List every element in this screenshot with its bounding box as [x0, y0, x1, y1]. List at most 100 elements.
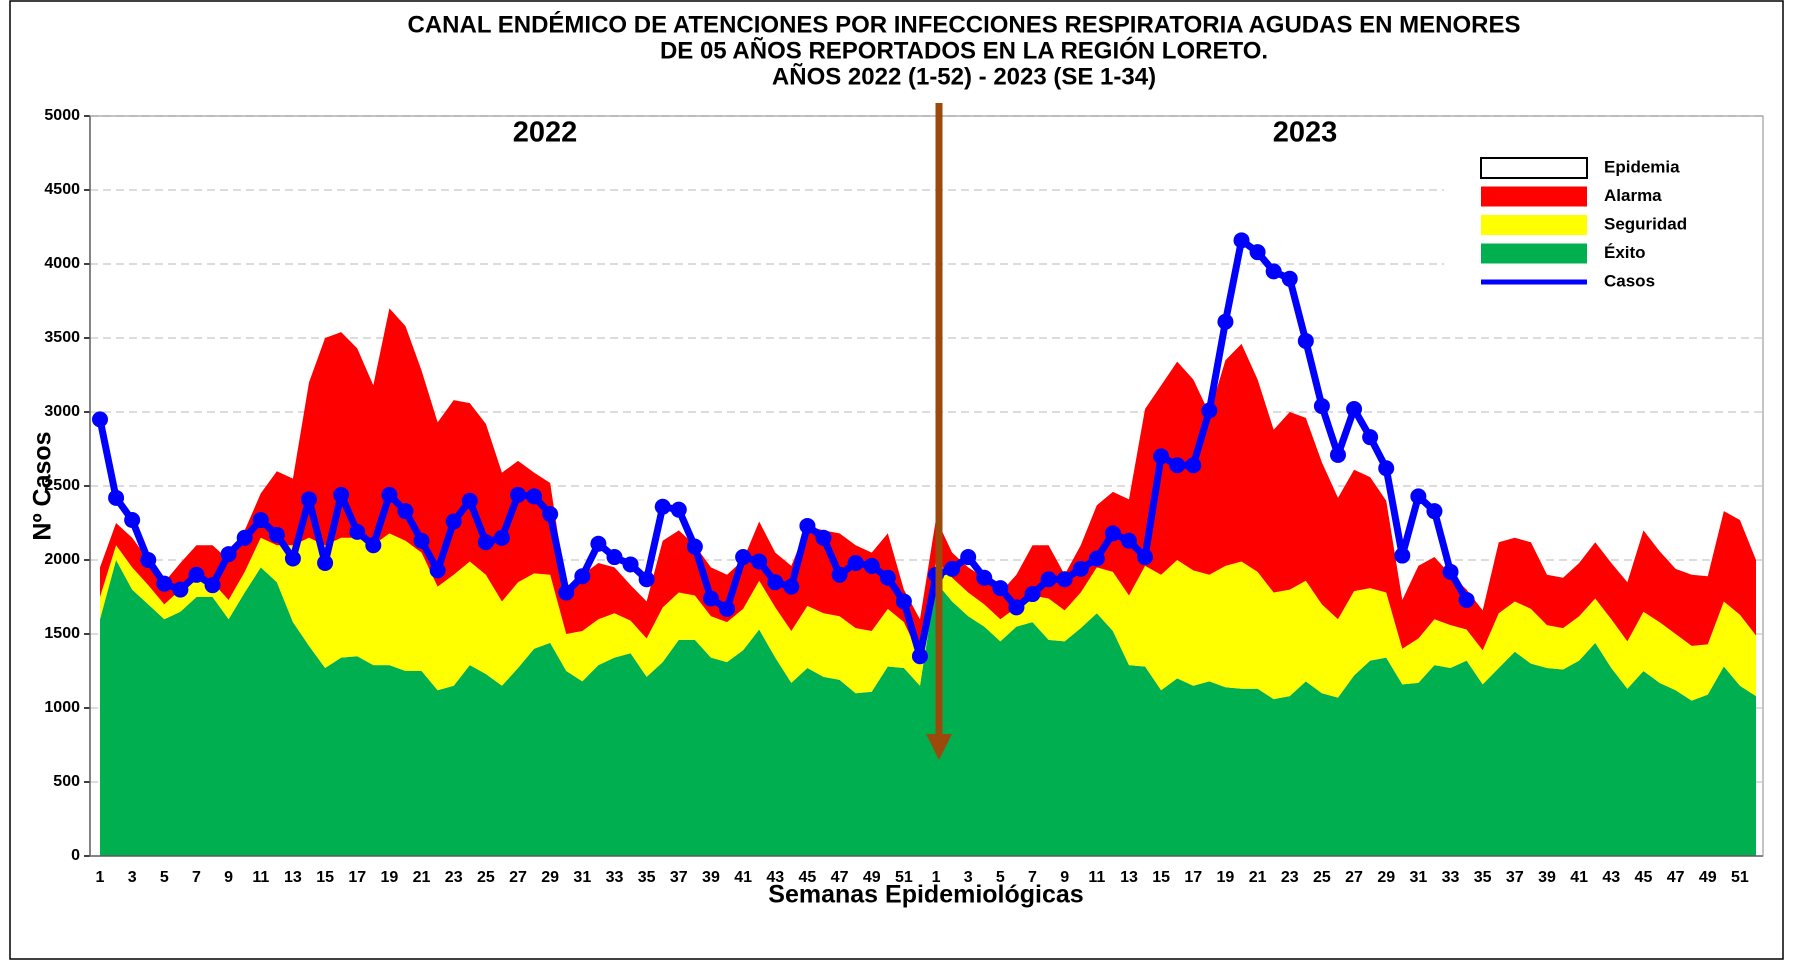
x-tick-label: 37: [1506, 869, 1524, 886]
case-point: [911, 648, 928, 665]
case-point: [686, 538, 703, 555]
case-point: [236, 529, 253, 546]
case-point: [1394, 547, 1411, 564]
case-point: [92, 411, 108, 428]
chart-title: DE 05 AÑOS REPORTADOS EN LA REGIÓN LORET…: [660, 36, 1268, 64]
case-point: [284, 550, 301, 567]
case-point: [268, 526, 285, 543]
case-point: [493, 529, 510, 546]
x-tick-label: 23: [1281, 869, 1299, 886]
case-point: [1410, 488, 1427, 505]
x-tick-label: 47: [1667, 869, 1685, 886]
case-point: [220, 546, 237, 563]
x-tick-label: 9: [1060, 869, 1069, 886]
x-tick-label: 27: [1345, 869, 1363, 886]
case-point: [172, 581, 189, 598]
case-point: [317, 554, 334, 571]
x-tick-label: 5: [160, 869, 169, 886]
x-tick-label: 11: [1088, 869, 1105, 886]
x-tick-label: 1: [96, 869, 105, 886]
x-tick-label: 45: [1635, 869, 1653, 886]
case-point: [606, 549, 623, 566]
case-point: [879, 569, 896, 586]
case-point: [301, 491, 318, 508]
x-tick-label: 1: [932, 869, 941, 886]
x-tick-label: 21: [413, 869, 431, 886]
x-tick-label: 11: [252, 869, 269, 886]
case-point: [204, 577, 221, 594]
x-tick-label: 35: [638, 869, 656, 886]
case-point: [1265, 263, 1282, 280]
case-point: [1297, 332, 1314, 349]
case-point: [1008, 599, 1025, 616]
case-point: [1169, 457, 1186, 474]
x-axis-label: Semanas Epidemiológicas: [768, 881, 1083, 909]
case-point: [992, 580, 1009, 597]
x-tick-label: 47: [831, 869, 849, 886]
x-tick-label: 41: [734, 869, 752, 886]
x-tick-label: 23: [445, 869, 463, 886]
legend-label: Epidemia: [1604, 157, 1680, 176]
x-tick-label: 41: [1570, 869, 1588, 886]
chart-title: AÑOS 2022 (1-52) - 2023 (SE 1-34): [772, 62, 1156, 90]
x-tick-label: 31: [1409, 869, 1427, 886]
x-tick-label: 13: [284, 869, 302, 886]
y-tick-label: 5000: [44, 107, 80, 124]
legend-label: Seguridad: [1604, 214, 1687, 233]
case-point: [1458, 591, 1475, 608]
case-point: [349, 523, 366, 540]
y-axis-label: Nº Casos: [29, 431, 57, 540]
y-tick-label: 2500: [44, 477, 80, 494]
x-tick-label: 37: [670, 869, 688, 886]
x-tick-label: 3: [128, 869, 137, 886]
x-tick-label: 29: [1377, 869, 1395, 886]
x-tick-label: 19: [1217, 869, 1235, 886]
case-point: [1313, 398, 1330, 415]
case-point: [1233, 232, 1250, 249]
case-point: [333, 486, 350, 503]
case-point: [429, 562, 446, 579]
x-tick-label: 21: [1249, 869, 1267, 886]
line-4: [96, 236, 1470, 660]
case-point: [558, 584, 575, 601]
case-point: [638, 571, 655, 588]
x-tick-label: 13: [1120, 869, 1138, 886]
case-point: [735, 549, 752, 566]
x-tick-label: 45: [799, 869, 817, 886]
case-point: [188, 566, 205, 583]
case-point: [654, 498, 671, 515]
x-tick-label: 33: [606, 869, 624, 886]
y-tick-label: 4500: [44, 181, 80, 198]
case-point: [1378, 460, 1395, 477]
case-point: [783, 578, 800, 595]
case-point: [397, 503, 414, 520]
x-tick-label: 29: [541, 869, 559, 886]
case-point: [590, 535, 607, 552]
case-point: [1329, 446, 1346, 463]
case-point: [1201, 402, 1218, 419]
year-label: 2023: [1273, 117, 1338, 149]
x-tick-label: 17: [348, 869, 366, 886]
plot-border: [89, 115, 1764, 857]
case-point: [1120, 532, 1137, 549]
x-tick-label: 3: [964, 869, 973, 886]
case-point: [1104, 525, 1121, 542]
x-tick-label: 27: [509, 869, 527, 886]
case-point: [381, 486, 398, 503]
x-tick-label: 49: [1699, 869, 1717, 886]
x-tick-label: 9: [224, 869, 233, 886]
y-tick-label: 2000: [44, 551, 80, 568]
legend-swatch: [1481, 186, 1587, 207]
case-point: [1442, 563, 1459, 580]
case-point: [526, 488, 543, 505]
legend-label: Éxito: [1604, 243, 1646, 262]
case-point: [960, 549, 977, 566]
case-point: [1426, 503, 1443, 520]
case-point: [1153, 448, 1170, 465]
legend-swatch: [1480, 157, 1588, 179]
case-point: [799, 517, 816, 534]
x-tick-label: 7: [192, 869, 201, 886]
area-0: [100, 560, 1756, 856]
